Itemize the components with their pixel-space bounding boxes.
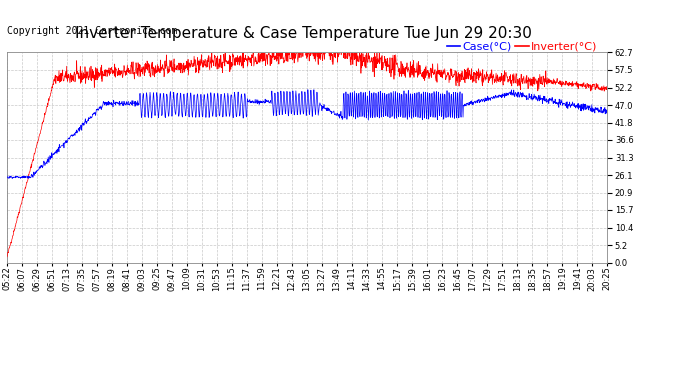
Text: Copyright 2021 Cartronics.com: Copyright 2021 Cartronics.com <box>7 26 177 36</box>
Text: Inverter Temperature & Case Temperature Tue Jun 29 20:30: Inverter Temperature & Case Temperature … <box>75 26 532 41</box>
Legend: Case(°C), Inverter(°C): Case(°C), Inverter(°C) <box>443 37 602 56</box>
